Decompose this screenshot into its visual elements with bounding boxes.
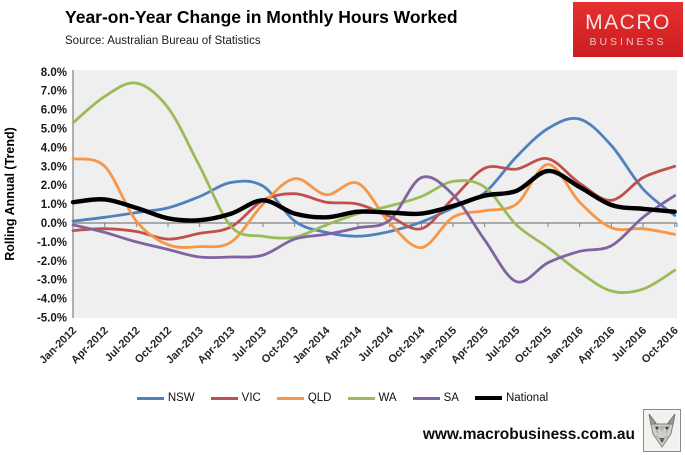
- page-title: Year-on-Year Change in Monthly Hours Wor…: [65, 7, 458, 27]
- logo-line2: BUSINESS: [589, 35, 667, 48]
- legend-swatch-QLD: [276, 396, 304, 400]
- fox-logo-icon: [643, 409, 681, 452]
- legend-item-QLD: QLD: [276, 392, 332, 404]
- legend-item-NSW: NSW: [136, 392, 195, 404]
- y-tick-label: -2.0%: [37, 256, 67, 268]
- legend-label-WA: WA: [378, 392, 397, 404]
- legend-label-SA: SA: [443, 392, 459, 404]
- fox-drawing: [646, 412, 678, 449]
- y-axis-title: Rolling Annual (Trend): [3, 127, 17, 261]
- legend-swatch-VIC: [210, 396, 238, 400]
- legend-label-NSW: NSW: [167, 392, 195, 404]
- legend-label-QLD: QLD: [307, 392, 332, 404]
- y-tick-label: 1.0%: [41, 199, 67, 211]
- series-line-National: [70, 168, 677, 223]
- legend-item-National: National: [474, 392, 549, 404]
- series-line-QLD: [71, 157, 677, 249]
- y-tick-label: -1.0%: [37, 237, 67, 249]
- y-tick-label: 7.0%: [41, 86, 67, 98]
- website-url: www.macrobusiness.com.au: [422, 426, 635, 443]
- y-tick-label: 6.0%: [41, 105, 67, 117]
- y-tick-label: 0.0%: [41, 218, 67, 230]
- legend-label-VIC: VIC: [241, 392, 261, 404]
- y-tick-label: 4.0%: [41, 142, 67, 154]
- legend-swatch-SA: [412, 396, 440, 400]
- series-line-NSW: [71, 117, 677, 238]
- y-tick-label: -5.0%: [37, 313, 67, 325]
- series-line-SA: [71, 175, 677, 284]
- y-tick-label: -3.0%: [37, 275, 67, 287]
- legend-item-SA: SA: [412, 392, 459, 404]
- y-tick-label: 5.0%: [41, 124, 67, 136]
- legend-swatch-WA: [347, 396, 375, 400]
- y-tick-label: 3.0%: [41, 161, 67, 173]
- legend-swatch-NSW: [136, 396, 164, 400]
- legend-item-WA: WA: [347, 392, 397, 404]
- legend-item-VIC: VIC: [210, 392, 261, 404]
- y-tick-label: 8.0%: [41, 67, 67, 79]
- legend-label-National: National: [505, 392, 549, 404]
- macrobusiness-logo: MACRO BUSINESS: [573, 2, 683, 57]
- y-tick-label: 2.0%: [41, 180, 67, 192]
- logo-line1: MACRO: [585, 10, 671, 34]
- chart-legend: NSW VIC QLD WA SA National: [0, 392, 685, 404]
- source-caption: Source: Australian Bureau of Statistics: [65, 35, 261, 47]
- legend-swatch-National: [474, 395, 502, 401]
- plot-area: [73, 70, 677, 318]
- y-tick-label: -4.0%: [37, 294, 67, 306]
